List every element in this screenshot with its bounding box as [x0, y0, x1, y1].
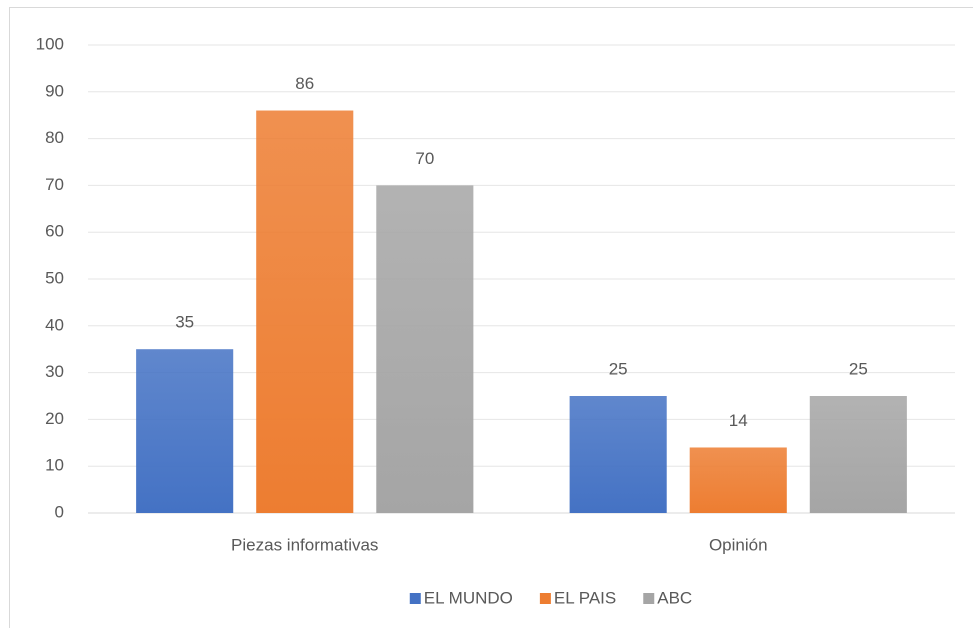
bar	[376, 185, 474, 513]
data-label: 14	[729, 411, 748, 430]
data-label: 35	[175, 313, 194, 332]
y-tick-label: 30	[45, 362, 64, 381]
legend-swatch	[409, 593, 421, 604]
data-label: 70	[415, 149, 434, 168]
y-tick-label: 0	[55, 502, 64, 521]
y-tick-label: 40	[45, 315, 64, 334]
bar	[809, 396, 907, 513]
legend-swatch	[539, 593, 551, 604]
data-label: 25	[849, 359, 868, 378]
x-tick-label: Opinión	[709, 535, 768, 554]
legend-label: EL MUNDO	[424, 588, 513, 607]
data-label: 86	[295, 74, 314, 93]
chart-border	[9, 7, 973, 628]
y-tick-label: 60	[45, 222, 64, 241]
bar	[256, 110, 354, 514]
bar	[136, 349, 234, 513]
legend-label: ABC	[657, 588, 692, 607]
bar	[569, 396, 667, 513]
y-tick-label: 10	[45, 456, 64, 475]
y-tick-label: 90	[45, 81, 64, 100]
x-tick-label: Piezas informativas	[231, 535, 378, 554]
legend-label: EL PAIS	[554, 588, 616, 607]
data-label: 25	[609, 359, 628, 378]
y-tick-label: 100	[36, 34, 64, 53]
y-tick-label: 70	[45, 175, 64, 194]
y-tick-label: 80	[45, 128, 64, 147]
bar	[689, 447, 787, 513]
legend-swatch	[643, 593, 655, 604]
y-tick-label: 20	[45, 409, 64, 428]
y-tick-label: 50	[45, 268, 64, 287]
